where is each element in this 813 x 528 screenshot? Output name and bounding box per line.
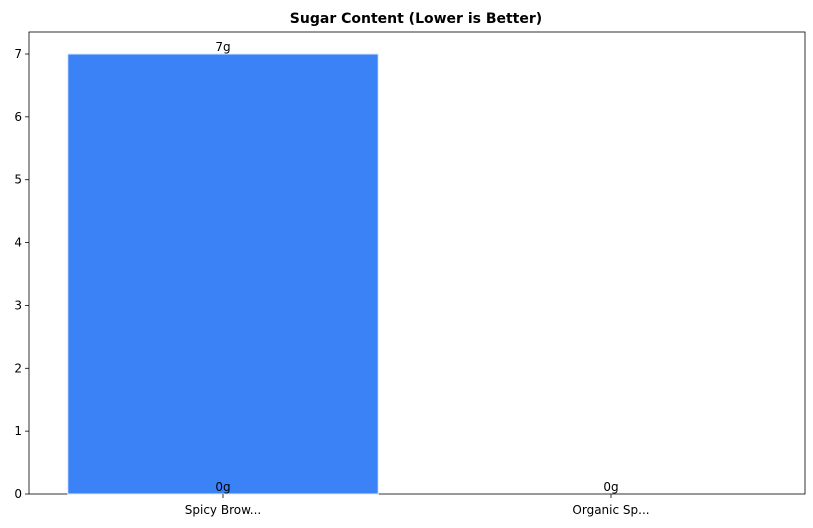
y-tick-label-5: 5 (14, 173, 22, 187)
x-tick-label-2: Organic Sp... (572, 503, 649, 517)
y-tick-label-2: 2 (14, 361, 22, 375)
x-tick-label-1: Spicy Brow... (185, 503, 261, 517)
x-axis: Spicy Brow... Organic Sp... (185, 494, 650, 517)
bars-layer (67, 53, 379, 495)
y-tick-label-4: 4 (14, 236, 22, 250)
data-labels-layer: 7g 0g 0g (215, 40, 618, 494)
chart-title: Sugar Content (Lower is Better) (290, 11, 542, 27)
bar-1 (67, 53, 379, 495)
data-label-2: 0g (603, 480, 618, 494)
plot-area (28, 31, 806, 495)
y-axis: 0 1 2 3 4 5 6 7 (14, 47, 29, 501)
y-tick-label-1: 1 (14, 424, 22, 438)
y-tick-label-6: 6 (14, 110, 22, 124)
y-tick-label-7: 7 (14, 47, 22, 61)
plot-frame (28, 31, 806, 495)
y-tick-label-0: 0 (14, 487, 22, 501)
data-label-1: 7g (215, 40, 230, 54)
y-tick-label-3: 3 (14, 298, 22, 312)
extra-label-1: 0g (215, 480, 230, 494)
